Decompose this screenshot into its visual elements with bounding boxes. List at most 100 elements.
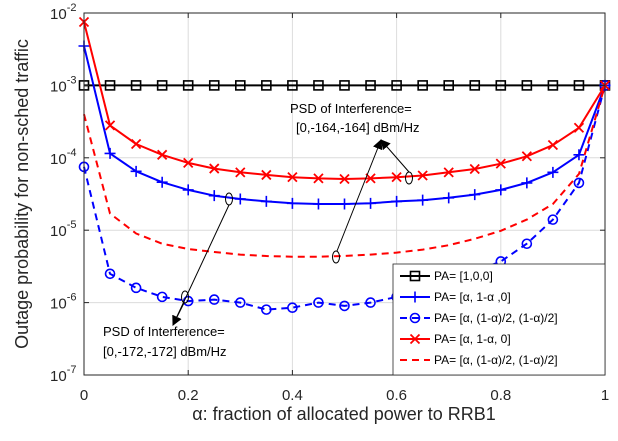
- annot-164-arrow-a: [380, 139, 410, 173]
- series-1-point-10: [339, 198, 350, 210]
- annotation-172: PSD of Interference= [0,-172,-172] dBm/H…: [103, 324, 227, 359]
- legend-item-0-label: PA= [1,0,0]: [434, 269, 493, 283]
- series-3-point-10: [339, 173, 350, 185]
- x-axis-label: α: fraction of allocated power to RRB1: [192, 404, 496, 424]
- series-3: [78, 16, 611, 185]
- series-0-point-19: [573, 80, 585, 91]
- series-3-point-3: [157, 149, 168, 160]
- series-0-point-1: [104, 80, 116, 91]
- legend-items: PA= [1,0,0] PA= [α, 1-α ,0] PA= [α, (1-α)/…: [400, 269, 558, 367]
- legend-item-3-label: PA= [α, 1-α, 0]: [434, 332, 511, 346]
- legend-item-0: PA= [1,0,0]: [400, 269, 493, 283]
- series-3-point-14: [443, 167, 454, 178]
- series-0-point-6: [235, 80, 246, 91]
- annot-172-arrow-a: [172, 204, 230, 326]
- legend-item-2-marker: [409, 312, 421, 324]
- series-1-point-16: [495, 184, 507, 196]
- annotation-164-line2: [0,-164,-164] dBm/Hz: [296, 120, 420, 135]
- series-3-point-9: [313, 173, 324, 184]
- series-1-point-5: [208, 190, 220, 202]
- ticks: 0 0.2 0.4 0.6 0.8 1 10-7 10-6 10-5 10-4 10-3 10-2: [50, 2, 609, 404]
- series-0-point-9: [313, 80, 324, 91]
- legend-box: [392, 263, 606, 376]
- series-2-point-3: [156, 291, 168, 303]
- series-1-point-15: [469, 189, 481, 201]
- legend-item-1-label: PA= [α, 1-α ,0]: [434, 290, 511, 304]
- legend-item-1-marker: [409, 291, 421, 303]
- series-1-point-3: [156, 176, 168, 188]
- series-1-point-12: [391, 195, 403, 207]
- series-1-point-11: [365, 197, 377, 209]
- series-2-point-6: [235, 297, 246, 308]
- series-1-point-14: [443, 192, 455, 204]
- y-tick-label-2: 10-5: [50, 219, 76, 240]
- legend-item-4-label: PA= [α, (1-α)/2, (1-α)/2]: [434, 353, 558, 367]
- series-4: [83, 85, 606, 258]
- series-3-point-7: [261, 169, 272, 181]
- series-layer: [78, 16, 611, 315]
- y-tick-label-1: 10-6: [50, 292, 76, 313]
- series-0-point-5: [208, 80, 220, 91]
- series-3-point-12: [391, 172, 402, 183]
- x-tick-label-0: 0: [80, 387, 88, 404]
- series-3-point-4: [183, 157, 194, 169]
- x-tick-label-4: 0.8: [490, 387, 511, 404]
- series-3-point-1: [104, 120, 116, 131]
- y-tick-label-5: 10-2: [50, 2, 76, 23]
- annot-164-ellipse-b: [332, 250, 340, 264]
- series-1-point-13: [417, 194, 429, 206]
- series-1-point-2: [130, 165, 142, 177]
- legend: PA= [1,0,0] PA= [α, 1-α ,0] PA= [α, (1-α)/…: [392, 263, 606, 376]
- series-2-point-17: [521, 238, 533, 250]
- series-1: [78, 40, 611, 210]
- series-1-point-1: [104, 147, 116, 159]
- y-axis-label: Outage probability for non-sched traffic: [12, 39, 32, 349]
- legend-item-4: PA= [α, (1-α)/2, (1-α)/2]: [400, 353, 558, 367]
- series-0-point-12: [391, 80, 402, 91]
- series-2-point-7: [261, 304, 272, 315]
- series-2-point-2: [130, 282, 142, 294]
- series-3-point-8: [287, 172, 298, 183]
- series-3-point-13: [417, 170, 428, 181]
- series-3-point-18: [547, 139, 559, 151]
- series-0-point-18: [547, 80, 559, 91]
- legend-item-0-marker: [409, 270, 421, 282]
- x-tick-label-5: 1: [601, 387, 609, 404]
- y-tick-label-0: 10-7: [50, 364, 76, 385]
- series-0-point-14: [443, 80, 455, 91]
- series-2-point-5: [208, 294, 220, 305]
- annot-172-ellipse-b: [181, 290, 189, 304]
- series-3-point-11: [365, 173, 376, 184]
- x-tick-label-3: 0.6: [386, 387, 407, 404]
- series-4-line: [83, 85, 606, 258]
- y-tick-label-3: 10-4: [50, 147, 76, 168]
- series-3-point-6: [235, 167, 246, 178]
- series-1-point-6: [234, 193, 246, 205]
- series-0-point-13: [417, 80, 428, 91]
- series-2-line: [83, 85, 606, 311]
- series-0-point-7: [261, 80, 272, 91]
- series-2-point-9: [313, 297, 324, 308]
- series-3-point-2: [130, 138, 142, 150]
- y-tick-label-4: 10-3: [50, 74, 76, 95]
- series-3-point-15: [469, 163, 480, 175]
- series-3-point-16: [495, 158, 506, 169]
- series-3-point-17: [521, 151, 532, 162]
- series-2-point-18: [547, 214, 559, 225]
- series-2-point-10: [339, 300, 350, 312]
- series-3-point-19: [573, 122, 585, 133]
- annotation-172-line2: [0,-172,-172] dBm/Hz: [103, 344, 227, 359]
- series-1-point-9: [312, 198, 324, 210]
- series-0-point-2: [130, 80, 142, 91]
- x-tick-label-1: 0.2: [178, 387, 199, 404]
- series-0-point-8: [287, 80, 298, 91]
- series-3-point-5: [209, 163, 220, 174]
- series-0-point-4: [182, 80, 194, 91]
- series-2-point-11: [365, 297, 376, 308]
- legend-item-1: PA= [α, 1-α ,0]: [400, 290, 511, 304]
- series-1-point-17: [521, 177, 533, 189]
- series-1-point-4: [182, 184, 194, 196]
- annot-172-arrow-b: [172, 302, 185, 326]
- annot-164-arrow-b: [336, 139, 383, 252]
